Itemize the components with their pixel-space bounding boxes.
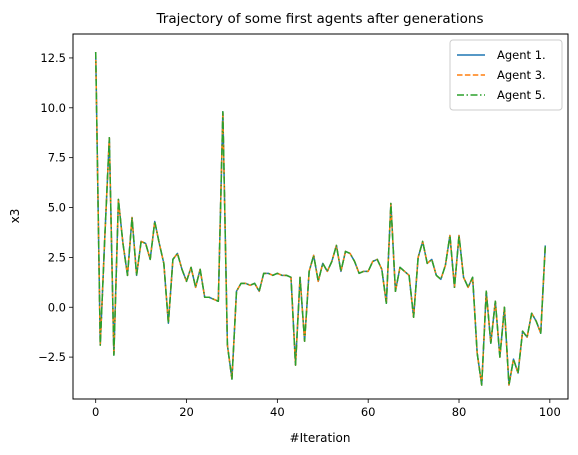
y-tick-label: 12.5 xyxy=(40,51,66,65)
x-tick-label: 100 xyxy=(539,405,561,419)
y-axis-label: x3 xyxy=(8,209,22,224)
legend-entries: Agent 1. Agent 3. Agent 5. xyxy=(457,48,546,102)
y-tick-label: 7.5 xyxy=(48,151,66,165)
x-axis-label: #Iteration xyxy=(290,431,351,445)
legend-box xyxy=(449,39,563,111)
x-axis-ticks: 0 20 40 60 80 100 xyxy=(92,399,561,419)
plot-area-frame xyxy=(72,33,569,400)
y-axis-ticks: −2.5 0.0 2.5 5.0 7.5 10.0 12.5 xyxy=(38,51,73,364)
y-tick-label: −2.5 xyxy=(38,350,66,364)
x-tick-label: 60 xyxy=(361,405,376,419)
legend: Agent 1. Agent 3. Agent 5. xyxy=(449,39,563,111)
y-tick-label: 0.0 xyxy=(48,300,66,314)
y-tick-label: 2.5 xyxy=(48,250,66,264)
series-line-2 xyxy=(94,51,547,386)
legend-label-2: Agent 3. xyxy=(497,68,546,82)
legend-label-3: Agent 5. xyxy=(497,88,546,102)
x-tick-label: 40 xyxy=(270,405,285,419)
y-tick-label: 5.0 xyxy=(48,201,66,215)
legend-label-1: Agent 1. xyxy=(497,48,546,62)
y-tick-label: 10.0 xyxy=(40,101,66,115)
x-tick-label: 20 xyxy=(179,405,194,419)
chart-title: Trajectory of some first agents after ge… xyxy=(156,11,484,27)
series-layer xyxy=(94,51,547,386)
x-tick-label: 80 xyxy=(452,405,467,419)
x-tick-label: 0 xyxy=(92,405,99,419)
series-line-3 xyxy=(94,51,547,386)
